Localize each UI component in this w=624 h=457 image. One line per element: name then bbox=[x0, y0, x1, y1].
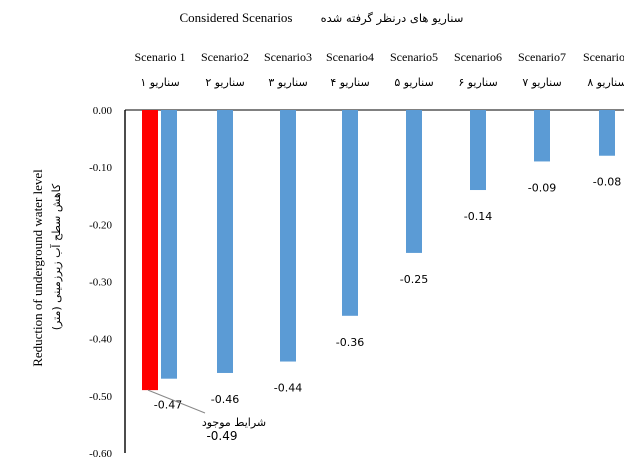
bar bbox=[217, 110, 233, 373]
callout-leader bbox=[147, 389, 206, 414]
category-label-fa: سناریو ۳ bbox=[268, 76, 307, 89]
bars bbox=[142, 110, 615, 391]
category-label-en: Scenario7 bbox=[518, 50, 566, 64]
category-label-fa: سناریو ۴ bbox=[330, 76, 369, 89]
category-label-fa: سناریو ۷ bbox=[522, 76, 561, 89]
category-label-en: Scenario5 bbox=[390, 50, 438, 64]
y-tick-label: -0.20 bbox=[89, 219, 112, 231]
data-label: -0.44 bbox=[274, 382, 302, 395]
category-label-en: Scenario6 bbox=[454, 50, 502, 64]
bar bbox=[599, 110, 615, 156]
bar-existing-condition bbox=[142, 110, 158, 391]
bar bbox=[280, 110, 296, 362]
y-tick-label: -0.60 bbox=[89, 448, 112, 457]
category-label-fa: سناریو ۲ bbox=[205, 76, 244, 89]
category-label-fa: سناریو ۶ bbox=[458, 76, 497, 89]
data-labels: -0.47 -0.46 -0.44 -0.36 -0.25 -0.14 -0.09 -0.08 bbox=[154, 176, 621, 412]
category-label-en: Scenario2 bbox=[201, 50, 249, 64]
callout-value: -0.49 bbox=[206, 429, 237, 443]
existing-condition-callout: شرایط موجود-0.49 bbox=[147, 389, 266, 443]
data-label: -0.14 bbox=[464, 210, 492, 223]
data-label: -0.36 bbox=[336, 336, 364, 349]
bar bbox=[470, 110, 486, 191]
y-tick-label: 0.00 bbox=[93, 105, 113, 117]
bar bbox=[534, 110, 550, 162]
category-label-en: Scenario8 bbox=[583, 50, 624, 64]
y-axis-label-en: Reduction of underground water level bbox=[30, 169, 45, 367]
y-tick-labels: 0.00 -0.10 -0.20 -0.30 -0.40 -0.50 -0.60 bbox=[89, 105, 112, 457]
data-label: -0.09 bbox=[528, 181, 556, 194]
category-label-fa: سناریو ۵ bbox=[394, 76, 433, 89]
bar bbox=[342, 110, 358, 316]
category-label-en: Scenario 1 bbox=[135, 50, 186, 64]
chart-title-en: Considered Scenarios bbox=[179, 10, 292, 25]
category-label-fa: سناریو ۱ bbox=[140, 76, 179, 89]
y-tick-label: -0.10 bbox=[89, 162, 112, 174]
data-label: -0.08 bbox=[593, 176, 621, 189]
y-axis-label-fa: کاهش سطح آب زیرزمینی (متر) bbox=[49, 183, 63, 330]
category-labels: Scenario 1 Scenario2 Scenario3 Scenario4 Sce… bbox=[135, 50, 624, 89]
category-label-fa: سناریو ۸ bbox=[587, 76, 624, 89]
data-label: -0.47 bbox=[154, 399, 182, 412]
y-tick-label: -0.50 bbox=[89, 391, 112, 403]
bar bbox=[406, 110, 422, 253]
data-label: -0.25 bbox=[400, 273, 428, 286]
y-tick-label: -0.30 bbox=[89, 277, 112, 289]
data-label: -0.46 bbox=[211, 393, 239, 406]
bar bbox=[161, 110, 177, 379]
chart-title-fa: سناریو های درنظر گرفته شده bbox=[321, 11, 464, 26]
callout-caption: شرایط موجود bbox=[202, 416, 266, 429]
category-label-en: Scenario3 bbox=[264, 50, 312, 64]
category-label-en: Scenario4 bbox=[326, 50, 374, 64]
y-tick-label: -0.40 bbox=[89, 334, 112, 346]
